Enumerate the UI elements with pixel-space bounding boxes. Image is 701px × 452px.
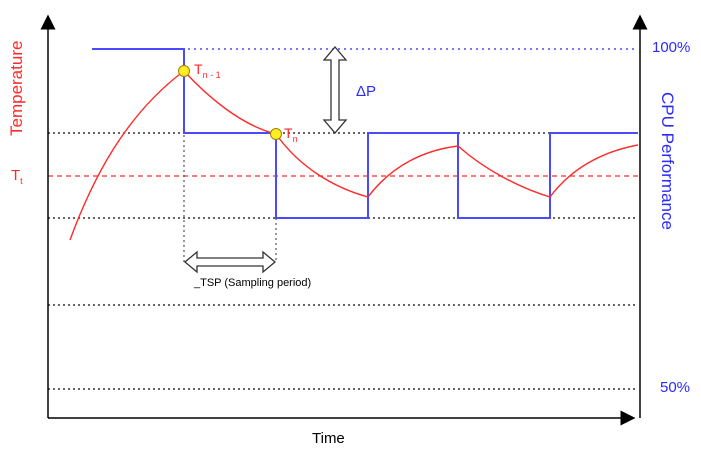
sample-point-prev (178, 65, 190, 77)
sampling-period-label: _TSP (Sampling period) (194, 277, 312, 289)
perf-min-label: 50% (660, 379, 691, 396)
threshold-label-main: T (11, 167, 21, 184)
performance-trace (92, 48, 638, 219)
sample-point-curr (270, 128, 282, 140)
cpu-performance-axis-label: CPU Performance (658, 92, 677, 230)
sampling-period-arrow (183, 250, 277, 274)
temperature-axis-label: Temperature (7, 40, 26, 136)
curr-sample-label: Tn (284, 126, 298, 144)
temperature-curve (69, 70, 639, 241)
threshold-label-sub: t (20, 176, 23, 186)
curr-sample-label-main: T (284, 125, 293, 141)
time-axis-label: Time (312, 430, 345, 447)
prev-sample-label: Tn - 1 (194, 62, 221, 80)
perf-max-label: 100% (652, 39, 691, 56)
delta-p-arrow (322, 45, 348, 135)
curr-sample-label-sub: n (292, 133, 298, 144)
delta-p-label: ΔP (356, 83, 377, 100)
threshold-label: Tt (11, 168, 23, 186)
prev-sample-label-sub: n - 1 (202, 69, 221, 80)
prev-sample-label-main: T (194, 61, 203, 77)
